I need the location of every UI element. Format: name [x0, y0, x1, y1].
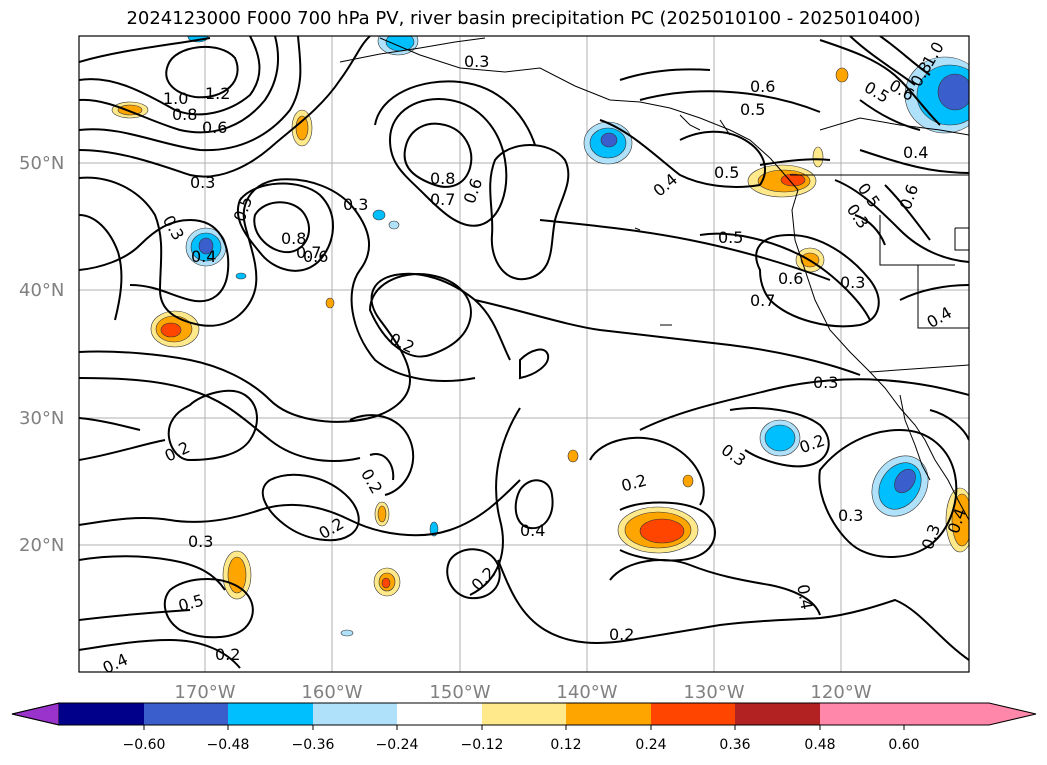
- colorbar-segment: [59, 703, 144, 725]
- contour-label: 0.4: [793, 583, 816, 611]
- contour-label: 0.2: [215, 645, 240, 664]
- contour-label: 0.3: [813, 373, 838, 392]
- lat-label: 20°N: [19, 535, 64, 556]
- contour-label: 1.0: [163, 89, 188, 108]
- lon-label: 130°W: [683, 682, 744, 703]
- pv-contours: [79, 36, 969, 669]
- contour-label: 0.8: [281, 229, 306, 248]
- contour-label: 0.7: [750, 291, 775, 310]
- contour-label: 0.3: [838, 506, 863, 525]
- contour-label: 0.3: [190, 173, 215, 192]
- contour-label: 0.4: [903, 143, 928, 162]
- contour-label: 0.6: [303, 247, 328, 266]
- map-panel: [78, 35, 970, 673]
- contour-label: 0.3: [343, 195, 368, 214]
- contour-label: 0.4: [191, 247, 216, 266]
- colorbar-low-extend: [11, 702, 60, 726]
- contour-label: 0.7: [296, 243, 321, 262]
- contour-label: 0.8: [430, 169, 455, 188]
- latitude-labels: 50°N 40°N 30°N 20°N: [19, 153, 64, 556]
- contour-label: 0.6: [750, 77, 775, 96]
- colorbar-segment: [651, 703, 735, 725]
- colorbar-segment: [228, 703, 313, 725]
- longitude-labels: 170°W 160°W 150°W 140°W 130°W 120°W: [174, 682, 871, 703]
- contour-label: 0.4: [520, 521, 545, 540]
- contour-label: 0.3: [840, 273, 865, 292]
- colorbar-tick-label: −0.36: [292, 737, 335, 753]
- colorbar-segment: [735, 703, 820, 725]
- colorbar: −0.60 −0.48 −0.36 −0.24 −0.12 0.12 0.24 …: [11, 702, 1037, 753]
- lon-label: 140°W: [556, 682, 617, 703]
- lon-label: 120°W: [810, 682, 871, 703]
- colorbar-high-extend: [904, 703, 1036, 725]
- contour-label: 0.8: [172, 105, 197, 124]
- colorbar-segment: [820, 703, 904, 725]
- contour-label: 0.6: [202, 118, 227, 137]
- lat-label: 30°N: [19, 408, 64, 429]
- contour-label: 0.3: [464, 52, 489, 71]
- contour-label: 0.3: [188, 532, 213, 551]
- colorbar-tick-label: −0.24: [376, 737, 419, 753]
- lon-label: 150°W: [429, 682, 490, 703]
- colorbar-segment: [313, 703, 397, 725]
- contour-label: 0.5: [714, 163, 739, 182]
- colorbar-tick-label: 0.12: [550, 737, 581, 753]
- contour-label: 0.7: [430, 190, 455, 209]
- colorbar-tick-label: 0.36: [719, 737, 750, 753]
- colorbar-tick-label: −0.48: [207, 737, 250, 753]
- colorbar-segment: [482, 703, 566, 725]
- contour-label: 0.6: [778, 269, 803, 288]
- lat-label: 50°N: [19, 153, 64, 174]
- contour-label: 1.2: [205, 84, 230, 103]
- chart-title: 2024123000 F000 700 hPa PV, river basin …: [126, 8, 921, 29]
- lat-label: 40°N: [19, 280, 64, 301]
- colorbar-tick-label: 0.60: [888, 737, 919, 753]
- lon-label: 170°W: [174, 682, 235, 703]
- colorbar-tick-label: 0.24: [635, 737, 666, 753]
- lon-label: 160°W: [301, 682, 362, 703]
- colorbar-segment: [144, 703, 228, 725]
- colorbar-tick-label: 0.48: [804, 737, 835, 753]
- colorbar-segment: [566, 703, 651, 725]
- colorbar-tick-label: −0.60: [123, 737, 166, 753]
- colorbar-segment: [397, 703, 482, 725]
- contour-label: 0.2: [609, 625, 634, 644]
- contour-label: 0.5: [740, 100, 765, 119]
- colorbar-tick-label: −0.12: [461, 737, 504, 753]
- contour-labels: 1.2 1.0 0.8 0.6 0.3 0.5 0.3 0.4 0.8 0.7 …: [100, 38, 971, 677]
- contour-label: 0.5: [718, 228, 743, 247]
